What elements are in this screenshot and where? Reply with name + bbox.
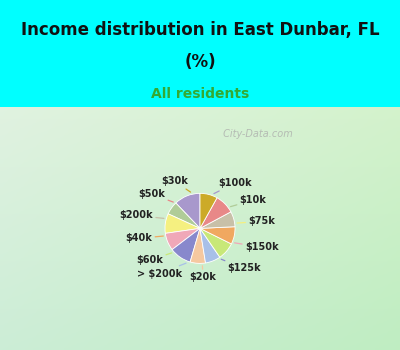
- Text: $50k: $50k: [138, 189, 173, 202]
- Text: $60k: $60k: [136, 253, 172, 265]
- Text: $200k: $200k: [120, 210, 164, 220]
- Text: (%): (%): [184, 53, 216, 71]
- Wedge shape: [168, 203, 200, 229]
- Text: $10k: $10k: [230, 195, 266, 206]
- Wedge shape: [172, 229, 200, 262]
- Wedge shape: [200, 229, 220, 263]
- Text: City-Data.com: City-Data.com: [220, 128, 292, 139]
- Wedge shape: [165, 229, 200, 250]
- Text: > $200k: > $200k: [137, 263, 186, 279]
- Wedge shape: [200, 193, 217, 229]
- Text: $20k: $20k: [190, 266, 216, 282]
- Wedge shape: [176, 193, 200, 229]
- Wedge shape: [165, 214, 200, 233]
- Wedge shape: [200, 198, 231, 229]
- Text: $100k: $100k: [214, 178, 252, 194]
- Text: $30k: $30k: [161, 176, 190, 192]
- Wedge shape: [200, 227, 235, 244]
- Text: Income distribution in East Dunbar, FL: Income distribution in East Dunbar, FL: [21, 21, 379, 39]
- Text: $40k: $40k: [126, 233, 163, 243]
- Wedge shape: [200, 212, 235, 229]
- Text: All residents: All residents: [151, 87, 249, 101]
- Text: $75k: $75k: [237, 216, 275, 226]
- Wedge shape: [190, 229, 206, 264]
- Text: $125k: $125k: [221, 259, 261, 273]
- Text: $150k: $150k: [234, 242, 278, 252]
- Wedge shape: [200, 229, 231, 257]
